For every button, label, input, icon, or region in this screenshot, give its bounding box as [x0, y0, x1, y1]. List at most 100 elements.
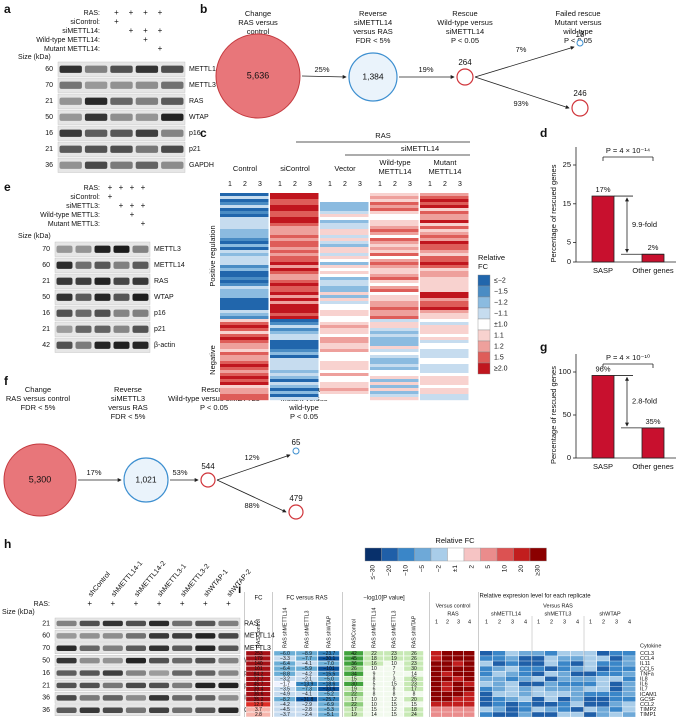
fc-vs-ras-value: −23.7: [323, 651, 336, 657]
protein-label: WTAP: [244, 657, 264, 664]
treatment-mark: +: [108, 192, 113, 201]
blot-band: [172, 695, 193, 701]
replicate-cell: [480, 691, 493, 697]
fc-vs-ras-value: −101: [323, 666, 334, 672]
heatmap-cell: [220, 343, 269, 347]
logp-value: 15: [411, 702, 417, 708]
legend-swatch: [477, 329, 491, 342]
replicate-cell: [532, 661, 545, 666]
node-title: control: [247, 27, 270, 36]
logp-value: 6: [373, 687, 376, 693]
blot-band: [113, 309, 130, 317]
replicate-cell: [597, 661, 610, 666]
logp-value: 18: [411, 707, 417, 713]
replicate-cell: [558, 707, 571, 712]
column-header: RAS: [447, 611, 459, 617]
blot-band: [75, 325, 92, 333]
fc-vs-ras-cell: [273, 666, 296, 672]
x-tick-label: SASP: [593, 462, 613, 471]
heatmap-cell: [370, 211, 419, 215]
heatmap-cell: [370, 193, 419, 197]
blot-band: [125, 620, 146, 627]
replicate-cell: [584, 712, 597, 717]
logp-cell: [343, 650, 364, 656]
fc-vs-ras-value: −4.1: [302, 692, 312, 698]
blot-band: [94, 325, 111, 333]
treatment-mark: +: [141, 183, 146, 192]
replicate-cell: [610, 671, 623, 677]
replicate-cell: [610, 651, 623, 656]
logp-cell: [343, 691, 364, 697]
replicate-cell: [480, 656, 493, 661]
replicate-cell: [453, 656, 464, 661]
replicate-cell: [558, 712, 571, 717]
fc-vs-ras-value: −5.2: [324, 692, 334, 698]
replicate-cell: [442, 712, 453, 717]
heatmap-cell: [420, 304, 469, 308]
logp-cell: [383, 661, 404, 667]
node-value: 5,300: [29, 474, 52, 484]
heatmap-cell: [320, 262, 369, 266]
blot-band: [135, 65, 159, 73]
node-title: Reverse: [114, 385, 142, 394]
node-title: RAS versus control: [6, 394, 71, 403]
heatmap-cell: [270, 262, 319, 266]
heatmap-cell: [320, 196, 369, 200]
heatmap-cell: [270, 382, 319, 386]
arrow: [474, 76, 570, 109]
logp-cell: [383, 655, 404, 661]
fc-value: 73.7: [254, 676, 264, 682]
cytokine-label: CCL2: [640, 702, 654, 708]
legend-label: ≥2.0: [494, 365, 508, 372]
fc-vs-ras-cell: [295, 650, 318, 656]
logp-value: 17: [351, 697, 357, 703]
replicate-cell: [431, 686, 442, 692]
heatmap-cell: [220, 388, 269, 392]
node-title: Mutant versus: [554, 18, 601, 27]
logp-cell: [343, 701, 364, 707]
heatmap-cell: [270, 349, 319, 353]
blot-band: [149, 695, 170, 701]
replicate-cell: [453, 661, 464, 666]
heatmap-cell: [320, 319, 369, 323]
heatmap-cell: [420, 286, 469, 290]
column-label: RAS/Control: [256, 619, 262, 648]
replicate-cell: [493, 666, 506, 671]
replicate-cell: [442, 651, 453, 656]
heatmap-cell: [370, 391, 419, 395]
y-axis-label: Percentage of rescued genes: [549, 366, 558, 464]
replicate-cell: [532, 671, 545, 677]
legend-swatch: [381, 547, 399, 562]
column-label: RAS shMETTL3: [391, 610, 397, 648]
blot-band: [110, 65, 133, 73]
heatmap-cell: [320, 364, 369, 368]
heatmap-cell: [320, 340, 369, 344]
treatment-mark: +: [141, 219, 146, 228]
logp-value: 3: [393, 676, 396, 682]
treatment-mark: +: [130, 201, 135, 210]
heatmap-cell: [270, 256, 319, 260]
fc-value: 253: [254, 651, 263, 657]
logp-cell: [363, 676, 384, 682]
blot-band: [149, 620, 170, 627]
heatmap-cell: [270, 310, 319, 314]
value-label: 17%: [595, 185, 610, 194]
heatmap-cell: [420, 292, 469, 296]
replicate-cell: [453, 702, 464, 707]
treatment-mark: +: [87, 599, 92, 608]
replicate-cell: [493, 651, 506, 656]
heatmap-cell: [370, 292, 419, 296]
fc-vs-ras-value: −4.2: [302, 671, 312, 677]
heatmap-cell: [320, 289, 369, 293]
replicate-cell: [506, 712, 519, 717]
heatmap-cell: [370, 358, 419, 362]
heatmap-cell: [220, 310, 269, 314]
heatmap-cell: [420, 388, 469, 392]
logp-cell: [363, 655, 384, 661]
replicate-cell: [623, 702, 636, 707]
fc-vs-ras-value: −3.2: [280, 676, 290, 682]
treatment-label: siMETTL14:: [62, 28, 100, 35]
size-label: Size (kDa): [18, 233, 51, 240]
fc-value: 35.2: [254, 697, 264, 703]
group-label: METTL14: [429, 167, 462, 176]
